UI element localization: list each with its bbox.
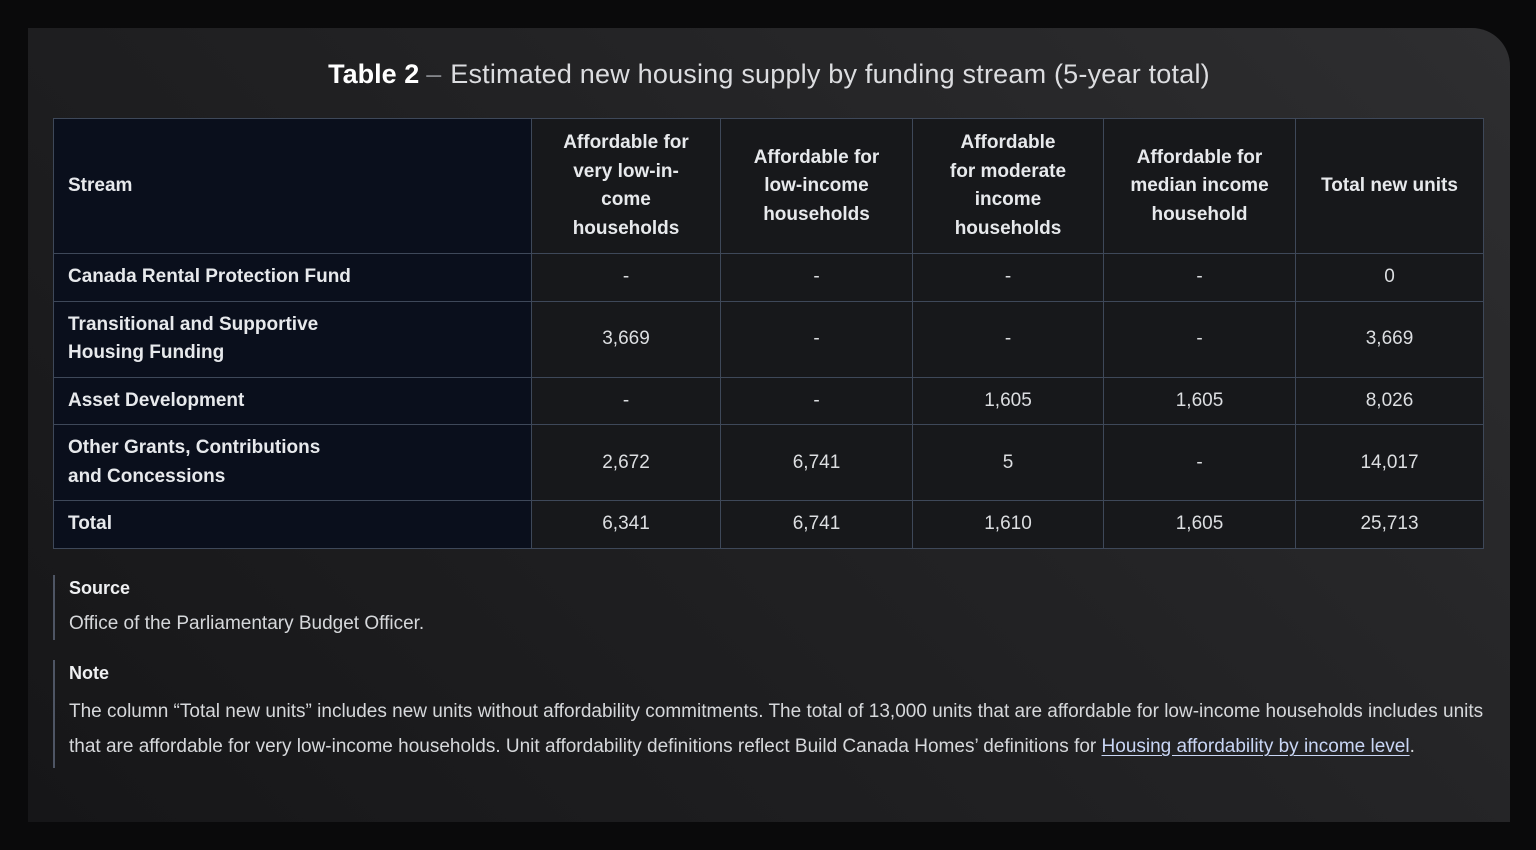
value-cell: 1,605	[912, 376, 1104, 426]
value-cell: -	[1103, 300, 1296, 378]
column-header-median-income: Affordable for median income household	[1103, 118, 1296, 255]
note-text-pre: The column “Total new units” includes ne…	[69, 701, 1484, 758]
stream-cell: Other Grants, Contributions and Concessi…	[53, 424, 532, 502]
value-cell: -	[720, 376, 913, 426]
value-cell: -	[531, 376, 721, 426]
column-header-moderate-income: Affordable for moderate income household…	[912, 118, 1104, 255]
housing-supply-table: Stream Affordable for very low-in- come …	[53, 118, 1484, 549]
housing-affordability-link[interactable]: Housing affordability by income level	[1101, 736, 1410, 758]
value-cell: 1,605	[1103, 376, 1296, 426]
table-row: Asset Development - -1,605 1,605 8,026	[53, 376, 1484, 426]
value-cell: 1,610	[912, 500, 1104, 549]
value-cell: 1,605	[1103, 500, 1296, 549]
column-header-stream: Stream	[53, 118, 532, 255]
stream-cell: Canada Rental Protection Fund	[53, 253, 532, 302]
table-row: Canada Rental Protection Fund - - - -0	[53, 253, 1484, 302]
source-block: Source Office of the Parliamentary Budge…	[53, 574, 1485, 641]
value-cell: 2,672	[531, 424, 721, 502]
value-cell: 25,713	[1295, 500, 1484, 549]
table-row: Other Grants, Contributions and Concessi…	[53, 424, 1484, 502]
stream-cell: Asset Development	[53, 376, 532, 426]
value-cell: -	[912, 300, 1104, 378]
value-cell: -	[720, 300, 913, 378]
content-card: Table 2– Estimated new housing supply by …	[28, 28, 1510, 822]
table-number: Table 2	[328, 59, 420, 89]
note-text: The column “Total new units” includes ne…	[69, 695, 1485, 765]
value-cell: 8,026	[1295, 376, 1484, 426]
value-cell: 6,741	[720, 424, 913, 502]
value-cell: 6,341	[531, 500, 721, 549]
value-cell: -	[1103, 253, 1296, 302]
note-block: Note The column “Total new units” includ…	[53, 660, 1485, 769]
table-row: Total 6,341 6,741 1,610 1,605 25,713	[53, 500, 1484, 549]
value-cell: 14,017	[1295, 424, 1484, 502]
column-header-low-income: Affordable for low-income households	[720, 118, 913, 255]
stream-cell: Transitional and Supportive Housing Fund…	[53, 300, 532, 378]
value-cell: 0	[1295, 253, 1484, 302]
value-cell: 3,669	[531, 300, 721, 378]
value-cell: 3,669	[1295, 300, 1484, 378]
value-cell: -	[531, 253, 721, 302]
value-cell: 6,741	[720, 500, 913, 549]
title-separator: –	[426, 59, 442, 89]
column-header-total-new-units: Total new units	[1295, 118, 1484, 255]
source-text: Office of the Parliamentary Budget Offic…	[69, 612, 425, 634]
value-cell: 5	[912, 424, 1104, 502]
value-cell: -	[720, 253, 913, 302]
value-cell: -	[912, 253, 1104, 302]
stream-cell: Total	[53, 500, 532, 549]
table-row: Transitional and Supportive Housing Fund…	[53, 300, 1484, 378]
source-heading: Source	[69, 577, 131, 598]
note-text-post: .	[1409, 736, 1415, 758]
note-heading: Note	[69, 663, 109, 684]
title-text: Estimated new housing supply by funding …	[450, 59, 1210, 89]
column-header-very-low-income: Affordable for very low-in- come househo…	[531, 118, 721, 255]
header-row: Stream Affordable for very low-in- come …	[53, 118, 1484, 255]
table-title: Table 2– Estimated new housing supply by …	[28, 28, 1510, 90]
value-cell: -	[1103, 424, 1296, 502]
